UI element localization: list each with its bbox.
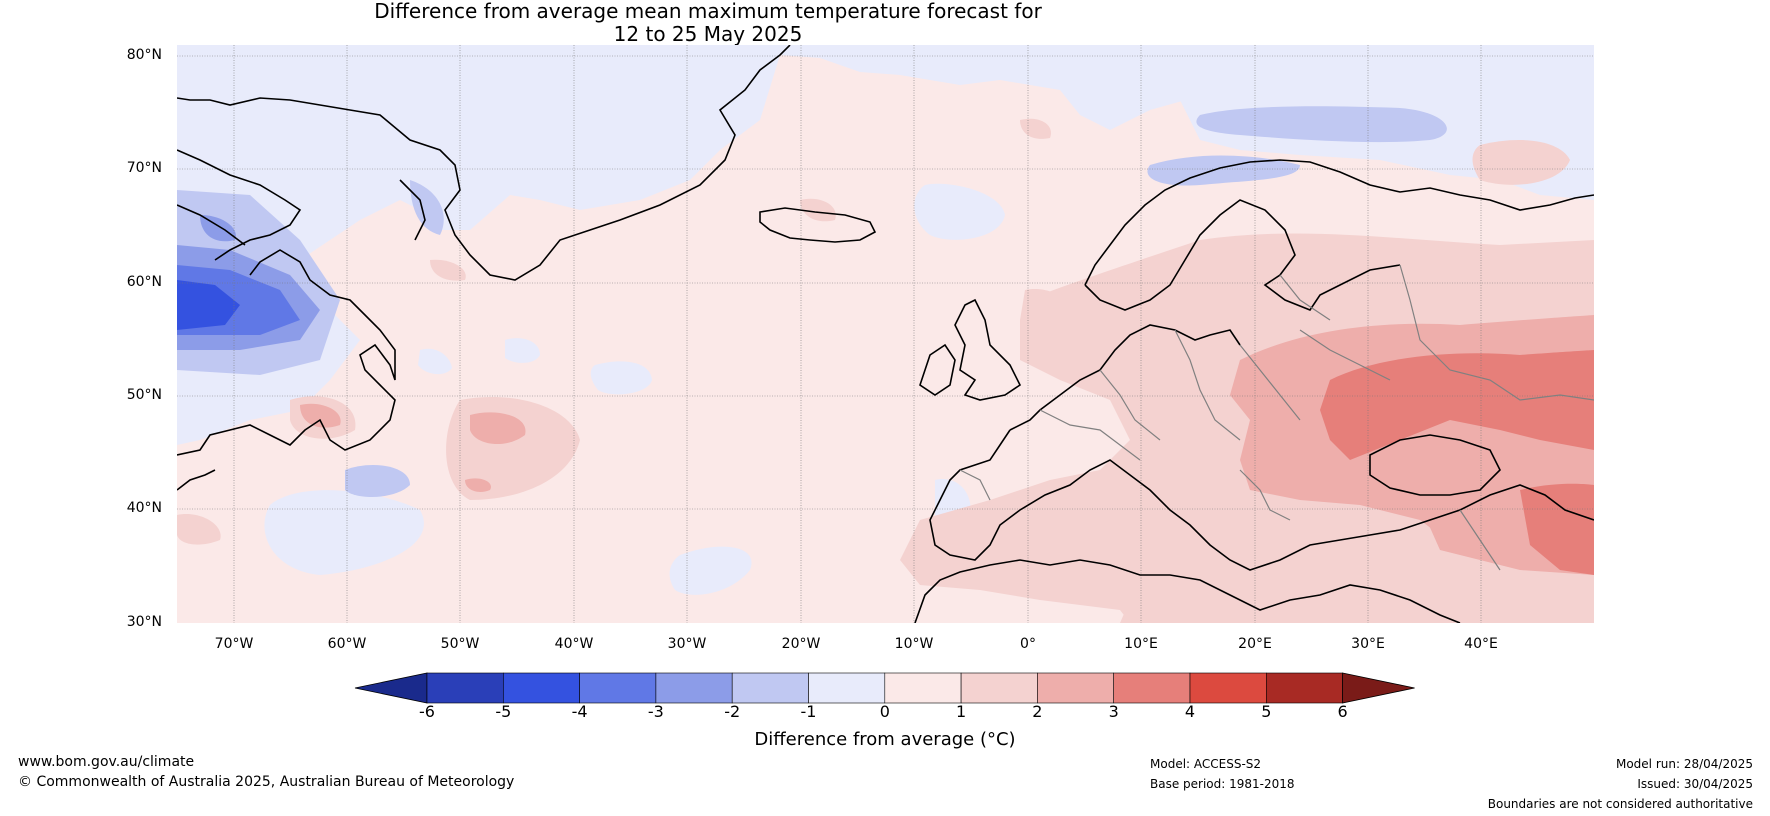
- colorbar-tick-label: -6: [419, 702, 435, 721]
- region-midatlantic-cool: [590, 361, 652, 395]
- colorbar-tick-label: 3: [1108, 702, 1119, 721]
- graticule: [177, 45, 1594, 623]
- colorbar-tick-label: 2: [1032, 702, 1043, 721]
- lon-label: 40°W: [554, 636, 594, 652]
- colorbar-tick-label: 0: [879, 702, 890, 721]
- colorbar-extend-high: [1342, 672, 1415, 704]
- greenland-coast: [177, 45, 791, 281]
- anomaly-field: [177, 45, 1594, 623]
- region-atlantic-cool-2: [505, 338, 540, 363]
- colorbar-label: Difference from average (°C): [754, 729, 1016, 750]
- lon-label: 40°E: [1464, 636, 1498, 652]
- colorbar-tick-label: 5: [1261, 702, 1272, 721]
- colorbar-swatch: [1266, 672, 1343, 704]
- region-us-warm: [177, 514, 221, 545]
- title-line-1: Difference from average mean maximum tem…: [374, 0, 1042, 23]
- lon-label: 50°W: [440, 636, 480, 652]
- region-newfoundland-warm-2: [300, 403, 341, 428]
- region-atlantic-warm-2: [470, 412, 526, 445]
- region-labrador-warm: [430, 259, 466, 281]
- colorbar-tick-label: -3: [647, 702, 664, 721]
- scandinavia-coast: [1084, 159, 1594, 311]
- region-labrador-cool-5: [177, 280, 240, 330]
- region-newfoundland-cool: [345, 465, 410, 497]
- country-borders: [959, 264, 1594, 571]
- lat-label: 50°N: [126, 387, 162, 403]
- title-line-2: 12 to 25 May 2025: [613, 22, 803, 46]
- region-caucasus-warm-3: [1520, 483, 1594, 575]
- iceland-coast: [759, 207, 877, 243]
- north-america-coast: [177, 249, 396, 491]
- lon-label: 20°E: [1238, 636, 1272, 652]
- colorbar-tick-label: -4: [571, 702, 588, 721]
- coastlines: [177, 45, 1594, 623]
- footer-issued: Issued: 30/04/2025: [1637, 777, 1753, 791]
- region-north-sea-warm: [1020, 289, 1076, 339]
- lat-label: 60°N: [126, 274, 162, 290]
- region-baffin-cool: [200, 215, 236, 242]
- region-barents-cool-2: [1196, 106, 1447, 143]
- region-norwegian-sea-cool: [914, 183, 1005, 240]
- lat-label: 80°N: [126, 47, 162, 63]
- colorbar-swatch: [1113, 672, 1191, 704]
- footer-model-run: Model run: 28/04/2025: [1615, 757, 1753, 771]
- colorbar-tick-label: 4: [1184, 702, 1196, 721]
- region-azores-cool: [669, 546, 752, 595]
- black-sea-coast: [1369, 434, 1501, 496]
- region-norway-cool: [1147, 155, 1300, 186]
- colorbar-tick-label: -1: [800, 702, 817, 721]
- colorbar-swatch: [1037, 672, 1115, 704]
- region-atlantic-cool-3: [418, 348, 452, 375]
- lon-label: 20°W: [781, 636, 821, 652]
- colorbar-swatch: [579, 672, 657, 704]
- colorbar-tick-label: -2: [724, 702, 741, 721]
- footer-base-period: Base period: 1981-2018: [1150, 777, 1295, 791]
- region-ukraine-russia-warm-3: [1320, 350, 1594, 460]
- lon-label: 30°W: [667, 636, 707, 652]
- lon-label: 10°E: [1124, 636, 1158, 652]
- lon-label: 30°E: [1351, 636, 1385, 652]
- colorbar-swatch: [960, 672, 1038, 704]
- lon-label: 60°W: [327, 636, 367, 652]
- lon-label: 0°: [1020, 636, 1036, 652]
- colorbar-swatch: [808, 672, 886, 704]
- lat-label: 30°N: [126, 614, 162, 630]
- colorbar-swatch: [426, 672, 504, 704]
- colorbar-swatch: [502, 672, 580, 704]
- colorbar-swatch: [884, 672, 962, 704]
- colorbar-swatch: [731, 672, 809, 704]
- lon-label: 70°W: [214, 636, 254, 652]
- lat-label: 70°N: [126, 160, 162, 176]
- region-atlantic-cool: [264, 490, 424, 575]
- colorbar: [354, 672, 1415, 704]
- region-greenland-cool: [410, 180, 444, 235]
- colorbar-tick-label: -5: [495, 702, 512, 721]
- region-iceland-warm: [800, 198, 836, 222]
- region-atlantic-warm-3: [465, 478, 491, 492]
- footer-url: www.bom.gov.au/climate: [18, 754, 195, 770]
- footer-disclaimer: Boundaries are not considered authoritat…: [1487, 797, 1753, 811]
- map-title: Difference from average mean maximum tem…: [0, 0, 1416, 46]
- colorbar-extend-low: [354, 672, 428, 704]
- colorbar-tick-label: 6: [1337, 702, 1348, 721]
- region-arctic-russia-warm: [1472, 140, 1570, 185]
- region-svalbard-warm: [1020, 118, 1051, 139]
- region-arctic-cool: [177, 45, 1594, 300]
- europe-africa-coast: [914, 324, 1594, 623]
- region-sahara-warm: [1120, 595, 1210, 623]
- baffin-coast: [177, 149, 302, 261]
- colorbar-swatch: [655, 672, 733, 704]
- colorbar-tick-label: 1: [956, 702, 967, 721]
- british-isles-coast: [919, 298, 1022, 401]
- lat-label: 40°N: [126, 500, 162, 516]
- lon-label: 10°W: [894, 636, 934, 652]
- colorbar-swatch: [1189, 672, 1267, 704]
- footer-copyright: © Commonwealth of Australia 2025, Austra…: [18, 774, 515, 790]
- footer-model: Model: ACCESS-S2: [1150, 757, 1262, 771]
